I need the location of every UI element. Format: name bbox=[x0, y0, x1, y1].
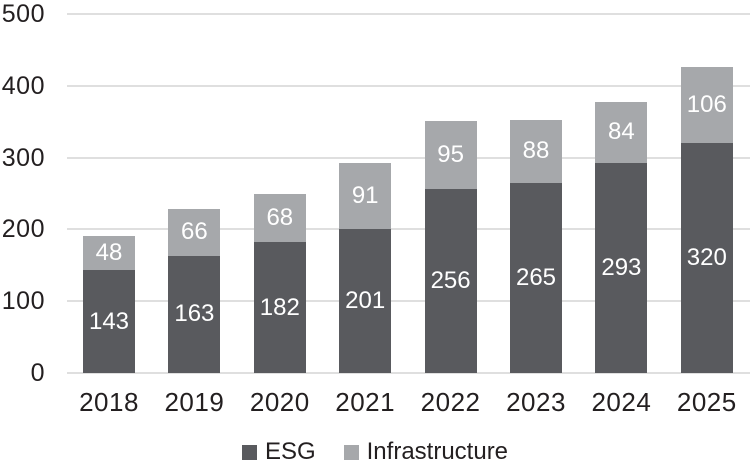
bar-value-label-esg-2024: 293 bbox=[601, 253, 642, 281]
bar-value-label-esg-2018: 143 bbox=[88, 307, 130, 335]
x-axis-label-2019: 2019 bbox=[164, 387, 225, 417]
bar-segment-esg-2025 bbox=[680, 143, 733, 373]
bar-segment-infrastructure-2025 bbox=[680, 67, 733, 144]
legend-marker-infrastructure-icon bbox=[343, 444, 359, 460]
gridline-0 bbox=[67, 372, 750, 374]
bar-value-label-infrastructure-2020: 68 bbox=[266, 203, 294, 231]
bar-segment-infrastructure-2019 bbox=[168, 208, 221, 256]
y-axis-tick-label-200: 200 bbox=[1, 215, 45, 244]
gridline-400 bbox=[67, 84, 750, 87]
bar-segment-infrastructure-2023 bbox=[510, 119, 562, 183]
bar-segment-esg-2023 bbox=[510, 182, 562, 373]
y-axis-tick-label-100: 100 bbox=[1, 287, 45, 316]
legend-label-esg: ESG bbox=[264, 438, 316, 465]
bar-value-label-infrastructure-2024: 84 bbox=[608, 118, 635, 146]
bar-value-label-esg-2021: 201 bbox=[345, 286, 386, 314]
x-axis-label-2018: 2018 bbox=[79, 387, 139, 417]
bar-segment-infrastructure-2022 bbox=[424, 120, 477, 190]
y-axis-tick-label-300: 300 bbox=[1, 143, 45, 172]
bar-value-label-infrastructure-2023: 88 bbox=[522, 137, 550, 165]
gridline-200 bbox=[67, 228, 750, 231]
bar-segment-esg-2020 bbox=[253, 242, 306, 373]
y-axis-tick-label-500: 500 bbox=[1, 0, 45, 28]
bar-segment-esg-2019 bbox=[168, 255, 221, 373]
bar-segment-infrastructure-2018 bbox=[83, 235, 135, 271]
y-axis-tick-label-0: 0 bbox=[30, 359, 45, 387]
bar-value-label-infrastructure-2025: 106 bbox=[686, 91, 727, 119]
gridline-100 bbox=[67, 300, 750, 303]
bar-segment-esg-2018 bbox=[83, 270, 135, 373]
bar-value-label-esg-2023: 265 bbox=[515, 263, 557, 291]
bar-value-label-esg-2020: 182 bbox=[259, 293, 300, 321]
bar-value-label-esg-2019: 163 bbox=[174, 300, 215, 328]
bar-segment-infrastructure-2020 bbox=[253, 193, 306, 243]
bar-value-label-infrastructure-2021: 91 bbox=[351, 182, 379, 209]
legend-item-infrastructure: Infrastructure bbox=[343, 438, 509, 466]
legend: ESG Infrastructure bbox=[0, 438, 750, 466]
y-axis-tick-label-400: 400 bbox=[1, 71, 45, 100]
bar-value-label-infrastructure-2022: 95 bbox=[437, 141, 464, 169]
x-axis-label-2022: 2022 bbox=[420, 387, 481, 417]
bar-segment-esg-2024 bbox=[595, 162, 648, 373]
x-axis-label-2025: 2025 bbox=[676, 387, 737, 417]
bar-value-label-esg-2025: 320 bbox=[686, 244, 727, 272]
legend-marker-esg-icon bbox=[241, 444, 257, 460]
legend-item-esg: ESG bbox=[241, 438, 316, 466]
bar-value-label-infrastructure-2019: 66 bbox=[181, 218, 208, 246]
bar-value-label-infrastructure-2018: 48 bbox=[95, 239, 123, 267]
gridline-300 bbox=[67, 156, 750, 159]
bar-value-label-esg-2022: 256 bbox=[430, 267, 471, 295]
bar-segment-infrastructure-2021 bbox=[339, 163, 392, 229]
bar-segment-esg-2021 bbox=[339, 228, 392, 373]
x-axis-label-2023: 2023 bbox=[506, 387, 566, 417]
legend-label-infrastructure: Infrastructure bbox=[366, 438, 509, 465]
gridline-500 bbox=[67, 13, 750, 15]
x-axis-label-2024: 2024 bbox=[591, 387, 652, 417]
bar-segment-esg-2022 bbox=[424, 189, 477, 373]
x-axis-label-2021: 2021 bbox=[335, 387, 396, 417]
x-axis-label-2020: 2020 bbox=[249, 387, 310, 417]
bar-segment-infrastructure-2024 bbox=[595, 102, 648, 163]
